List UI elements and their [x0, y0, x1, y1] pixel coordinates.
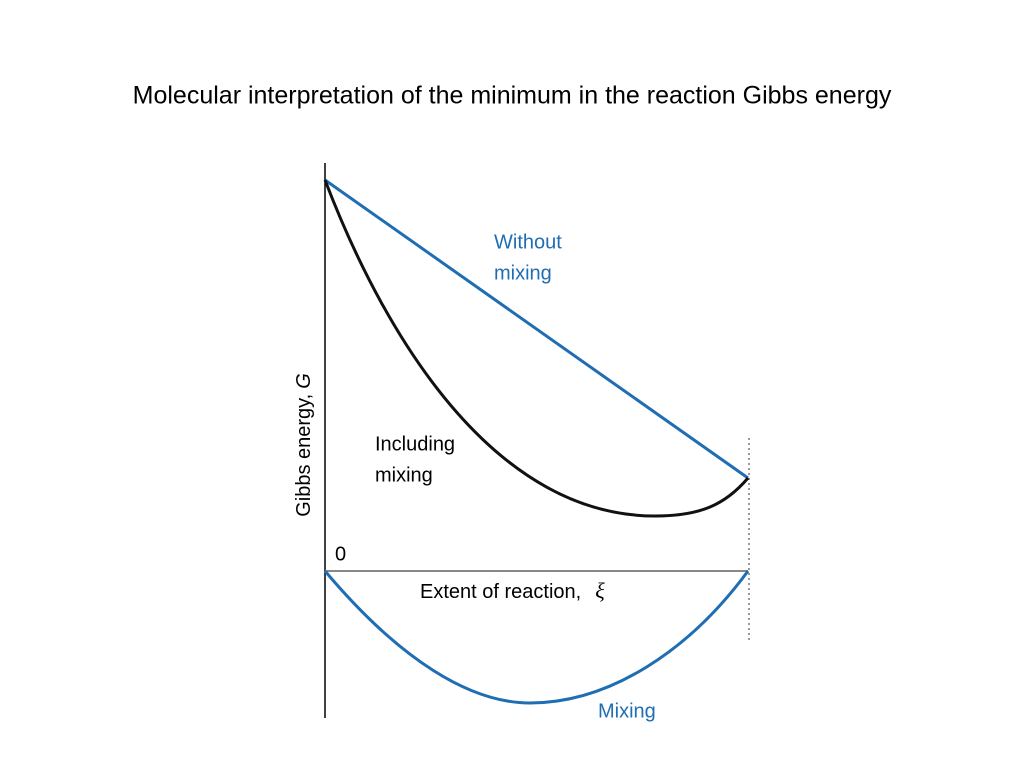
title: Molecular interpretation of the minimum … — [133, 82, 892, 110]
y-axis-label: Gibbs energy, G — [293, 373, 315, 517]
curve-label: mixing — [375, 464, 433, 486]
origin-label: 0 — [335, 543, 346, 565]
curve-label: mixing — [494, 262, 552, 284]
curve-label: Mixing — [598, 700, 656, 722]
y-axis-symbol: G — [293, 373, 315, 389]
curve-label: Including — [375, 433, 455, 455]
without-mixing-line — [324, 178, 749, 480]
x-axis-label: Extent of reaction, ξ — [420, 578, 605, 603]
including-mixing-curve — [323, 179, 750, 518]
x-axis-text: Extent of reaction, — [420, 581, 581, 603]
mixing-curve — [323, 570, 750, 705]
y-axis-text: Gibbs energy, — [293, 394, 315, 517]
x-axis-symbol: ξ — [595, 578, 605, 603]
curve-label: Without — [494, 231, 562, 253]
